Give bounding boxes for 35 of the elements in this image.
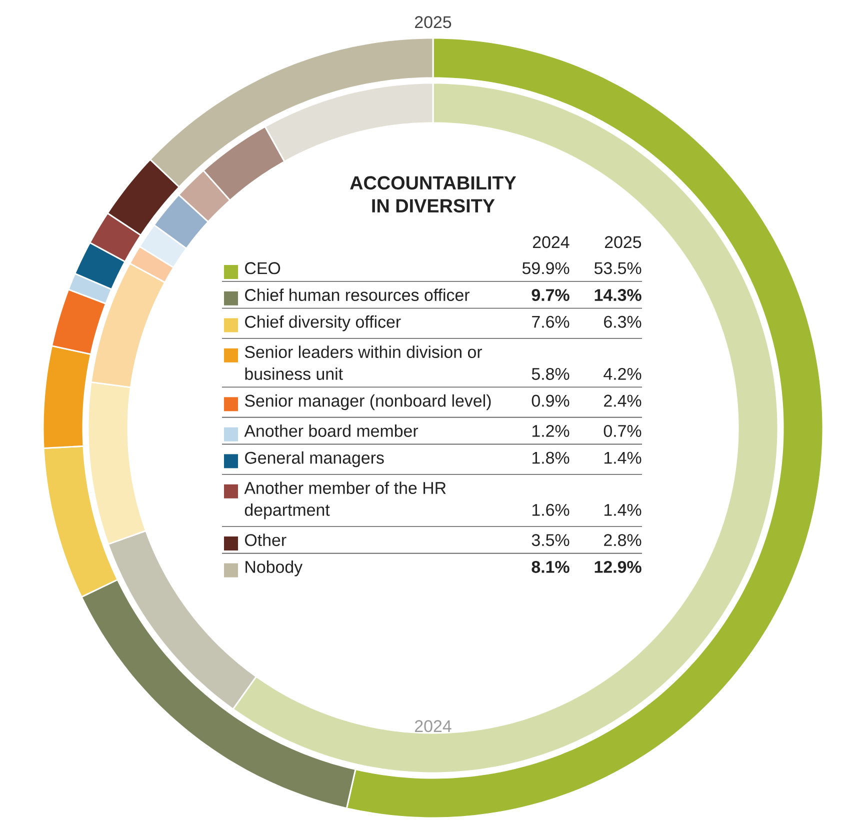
data-label: 1.6% (532, 504, 570, 516)
data-label: 1.4% (604, 452, 642, 464)
data-label: 4.2% (604, 368, 642, 380)
slice-label: 2025 (415, 16, 452, 28)
legend-label: Chief diversity officer (245, 315, 401, 332)
data-label: 14.3% (594, 289, 642, 302)
legend-label: Other (245, 534, 286, 546)
data-label: 0.9% (532, 394, 570, 407)
data-label: 2.8% (604, 534, 642, 546)
legend-label: Nobody (246, 560, 303, 576)
data-label: 0.7% (604, 424, 642, 437)
legend-label: General managers (245, 451, 384, 468)
legend-label: Another member of the HR department (244, 482, 446, 520)
data-label: 1.8% (532, 452, 570, 464)
legend-label: Senior manager (nonboard level) (244, 394, 491, 410)
text: 2024 (532, 236, 570, 248)
data-label: 8.1% (532, 560, 570, 573)
legend-label: Senior leaders within division or business unit (244, 346, 482, 380)
data-label: 6.3% (604, 316, 642, 328)
legend-label: Chief human resources officer (245, 288, 470, 302)
legend-label: CEO (245, 262, 280, 274)
data-label: 1.4% (604, 504, 642, 516)
slice-label: 2024 (415, 720, 452, 732)
data-label: 59.9% (522, 262, 570, 274)
legend-label: Another board member (244, 424, 418, 437)
data-label: 5.8% (532, 368, 570, 380)
data-label: 7.6% (532, 316, 570, 328)
data-label: 9.7% (532, 289, 570, 302)
text: ACCOUNTABILITY IN DIVERSITY (350, 176, 516, 213)
data-label: 12.9% (594, 560, 642, 573)
data-label: 1.2% (532, 424, 570, 437)
data-label: 53.5% (594, 262, 642, 274)
text: 2025 (604, 236, 642, 248)
data-label: 3.5% (532, 534, 570, 546)
data-label: 2.4% (604, 394, 642, 407)
